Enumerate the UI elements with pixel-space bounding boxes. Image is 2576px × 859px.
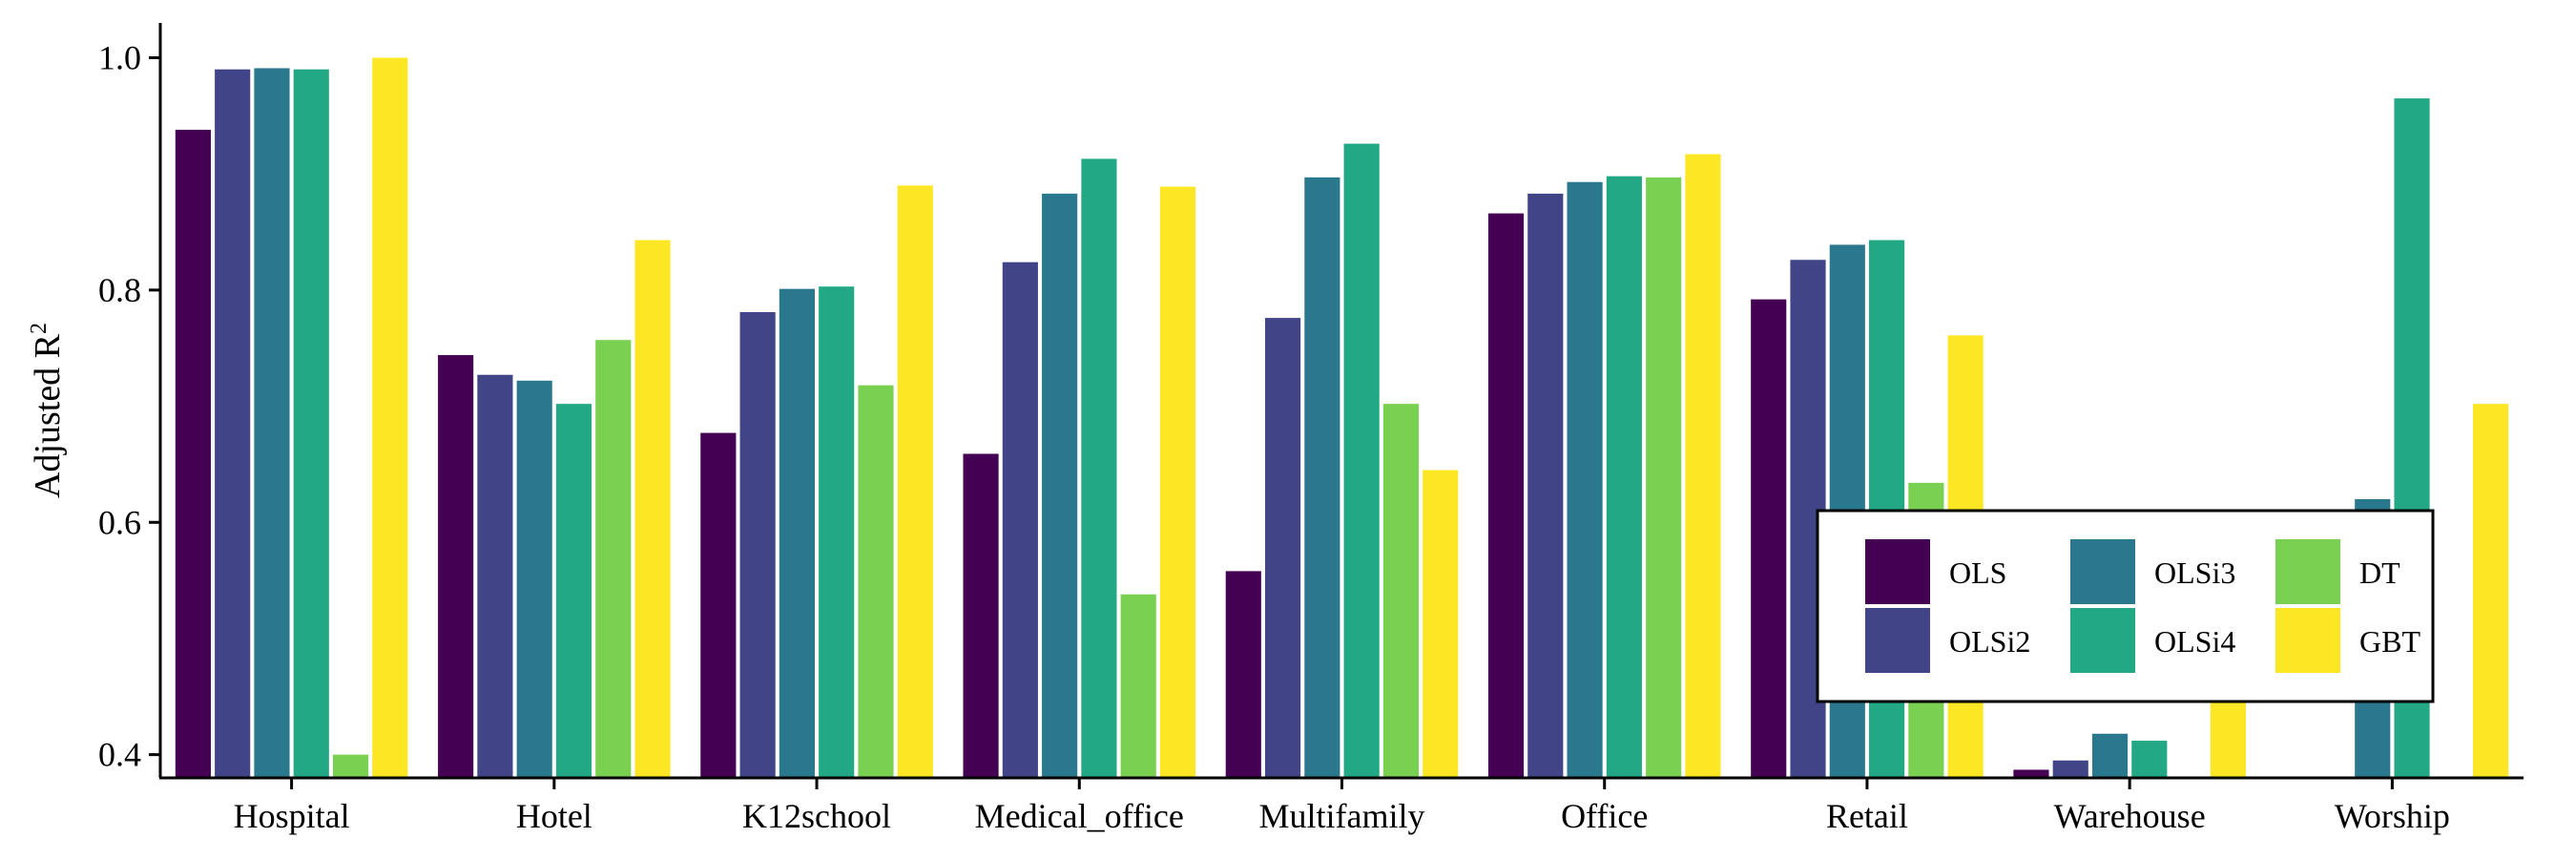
bar-gbt-multifamily — [1423, 470, 1459, 778]
bar-dt-office — [1646, 177, 1682, 778]
bar-olsi3-medical-office — [1042, 193, 1078, 778]
x-tick-label: Retail — [1826, 797, 1908, 835]
bar-olsi2-medical-office — [1002, 262, 1038, 778]
bar-olsi4-hotel — [555, 404, 592, 778]
bar-dt-multifamily — [1382, 404, 1420, 778]
bar-olsi2-multifamily — [1264, 318, 1301, 778]
y-tick-label: 0.8 — [98, 271, 141, 309]
bar-dt-hotel — [595, 340, 632, 778]
bar-gbt-worship — [2473, 404, 2509, 778]
y-axis-label: Adjusted R2 — [27, 323, 68, 498]
legend-key-dt — [2275, 539, 2340, 604]
x-tick-label: Warehouse — [2054, 797, 2206, 835]
bar-ols-multifamily — [1225, 571, 1261, 778]
legend-key-ols — [1865, 539, 1930, 604]
bar-olsi2-office — [1527, 193, 1564, 778]
bar-olsi4-warehouse — [2131, 741, 2168, 778]
legend-label-dt: DT — [2359, 555, 2400, 590]
x-tick-label: Hospital — [234, 797, 350, 835]
legend-label-olsi3: OLSi3 — [2154, 555, 2235, 590]
legend-key-olsi3 — [2070, 539, 2135, 604]
bar-olsi2-hotel — [477, 374, 513, 778]
legend-key-olsi4 — [2070, 608, 2135, 673]
x-tick-label: Multifamily — [1259, 797, 1425, 835]
bar-olsi2-warehouse — [2052, 760, 2088, 778]
x-tick-label: Hotel — [516, 797, 592, 835]
bar-ols-office — [1487, 213, 1525, 778]
legend-key-olsi2 — [1865, 608, 1930, 673]
bar-olsi4-k12school — [819, 286, 855, 778]
bar-ols-k12school — [700, 432, 737, 778]
bar-olsi3-multifamily — [1304, 177, 1340, 778]
bar-olsi4-office — [1606, 176, 1642, 778]
bar-dt-medical-office — [1120, 594, 1156, 778]
bar-gbt-office — [1685, 154, 1721, 778]
legend-label-olsi2: OLSi2 — [1949, 624, 2030, 659]
y-ticks: 0.4 0.6 0.8 1.0 — [98, 39, 160, 774]
legend-label-gbt: GBT — [2359, 624, 2420, 659]
x-tick-label: Medical_office — [975, 797, 1184, 835]
bar-olsi2-hospital — [215, 69, 251, 778]
bar-olsi3-hospital — [254, 68, 290, 778]
bar-olsi3-office — [1567, 181, 1603, 779]
bar-ols-hotel — [438, 355, 474, 778]
bar-gbt-hotel — [634, 240, 671, 778]
bar-olsi3-hotel — [516, 380, 552, 778]
legend-key-gbt — [2275, 608, 2340, 673]
y-axis-label-text: Adjusted R — [28, 333, 68, 498]
bar-ols-hospital — [175, 129, 211, 779]
x-ticks: Hospital Hotel K12school Medical_office Mult… — [234, 778, 2450, 835]
bar-gbt-medical-office — [1159, 186, 1196, 778]
bar-gbt-k12school — [897, 185, 933, 778]
x-tick-label: Office — [1561, 797, 1648, 835]
bar-dt-k12school — [858, 385, 894, 778]
bar-ols-warehouse — [2013, 769, 2049, 778]
bar-gbt-hospital — [372, 57, 408, 778]
bar-olsi4-medical-office — [1081, 158, 1117, 778]
bar-olsi4-multifamily — [1343, 143, 1380, 778]
y-tick-label: 0.6 — [98, 503, 141, 541]
y-axis-label-superscript: 2 — [27, 323, 52, 334]
bar-ols-retail — [1751, 299, 1787, 778]
legend-label-olsi4: OLSi4 — [2154, 624, 2235, 659]
y-tick-label: 1.0 — [98, 39, 141, 77]
bar-dt-hospital — [332, 754, 369, 778]
bar-olsi4-hospital — [293, 69, 329, 778]
legend-label-ols: OLS — [1949, 555, 2006, 590]
bar-olsi3-k12school — [779, 288, 815, 778]
x-tick-label: K12school — [742, 797, 891, 835]
bar-olsi2-k12school — [739, 312, 776, 778]
bar-ols-medical-office — [963, 453, 999, 778]
y-tick-label: 0.4 — [98, 736, 141, 774]
bar-olsi3-warehouse — [2091, 733, 2129, 778]
legend: OLS OLSi2 OLSi3 OLSi4 DT GBT — [1816, 509, 2435, 703]
x-tick-label: Worship — [2335, 797, 2450, 835]
